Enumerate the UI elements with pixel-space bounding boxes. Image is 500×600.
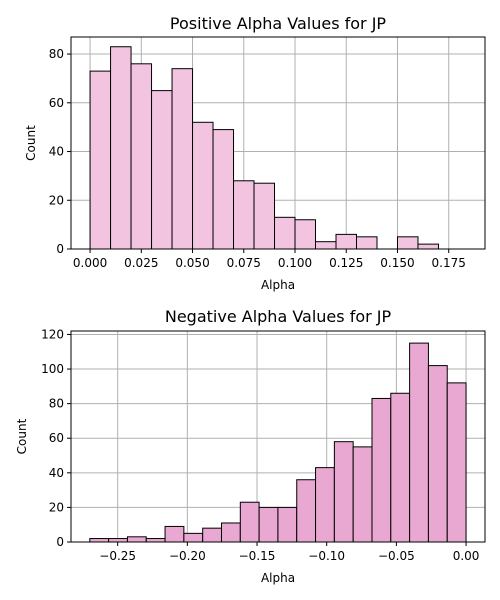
x-axis-label: Alpha bbox=[261, 571, 295, 585]
histogram-bar bbox=[145, 538, 166, 543]
histogram-bar bbox=[110, 46, 132, 250]
x-tick-label: 0.00 bbox=[453, 549, 480, 563]
histogram-bar bbox=[390, 392, 411, 543]
y-ticks: 0 20 40 60 80 100 120 bbox=[41, 327, 71, 549]
y-tick-label: 40 bbox=[49, 466, 64, 480]
histogram-bar bbox=[274, 216, 296, 250]
x-tick-label: 0.025 bbox=[124, 256, 158, 270]
x-tick-label: 0.100 bbox=[278, 256, 312, 270]
histogram-bar bbox=[427, 365, 448, 543]
y-tick-label: 20 bbox=[49, 193, 64, 207]
histogram-bar bbox=[89, 538, 110, 543]
bars bbox=[89, 342, 467, 543]
bars bbox=[89, 46, 439, 250]
histogram-bar bbox=[277, 506, 298, 543]
x-tick-label: 0.175 bbox=[432, 256, 466, 270]
x-tick-label: −0.20 bbox=[169, 549, 206, 563]
histogram-bar bbox=[220, 522, 241, 543]
histogram-bar bbox=[409, 342, 429, 543]
x-ticks: −0.25 −0.20 −0.15 −0.10 −0.05 0.00 bbox=[99, 542, 479, 563]
y-axis-label: Count bbox=[15, 418, 29, 454]
y-tick-label: 80 bbox=[49, 47, 64, 61]
x-tick-label: 0.150 bbox=[380, 256, 414, 270]
chart-title: Positive Alpha Values for JP bbox=[170, 14, 387, 33]
histogram-bar bbox=[183, 532, 204, 543]
x-tick-label: 0.050 bbox=[175, 256, 209, 270]
histogram-bar bbox=[352, 446, 373, 543]
x-tick-label: −0.15 bbox=[239, 549, 276, 563]
histogram-bar bbox=[212, 129, 235, 250]
plot-frame bbox=[70, 330, 486, 543]
histogram-bar bbox=[171, 68, 194, 250]
histogram-bar bbox=[333, 441, 354, 543]
x-tick-label: −0.25 bbox=[99, 549, 136, 563]
histogram-bar bbox=[164, 525, 185, 543]
histogram-bar bbox=[335, 233, 357, 250]
positive-alpha-histogram: 0.000 0.025 0.050 0.075 0.100 0.125 0.150 0.175… bbox=[24, 14, 486, 292]
histogram-bar bbox=[233, 180, 255, 250]
y-tick-label: 80 bbox=[49, 397, 64, 411]
x-tick-label: 0.075 bbox=[227, 256, 261, 270]
x-ticks: 0.000 0.025 0.050 0.075 0.100 0.125 0.150 0.175 bbox=[73, 249, 466, 270]
negative-alpha-histogram: −0.25 −0.20 −0.15 −0.10 −0.05 0.00 0 20 40 60 80 1… bbox=[15, 307, 486, 585]
histogram-bar bbox=[89, 70, 112, 250]
chart-title: Negative Alpha Values for JP bbox=[165, 307, 392, 326]
histogram-bar bbox=[315, 241, 337, 250]
x-tick-label: 0.125 bbox=[329, 256, 363, 270]
x-axis-label: Alpha bbox=[261, 278, 295, 292]
y-tick-label: 60 bbox=[49, 96, 64, 110]
y-tick-label: 60 bbox=[49, 431, 64, 445]
histogram-bar bbox=[202, 527, 222, 543]
y-tick-label: 0 bbox=[56, 242, 64, 256]
histogram-bar bbox=[239, 501, 260, 543]
y-tick-label: 40 bbox=[49, 145, 64, 159]
y-tick-label: 120 bbox=[41, 327, 64, 341]
histogram-bar bbox=[258, 506, 279, 543]
plot-frame bbox=[70, 36, 486, 250]
y-tick-label: 100 bbox=[41, 362, 64, 376]
x-tick-label: 0.000 bbox=[73, 256, 107, 270]
histogram-bar bbox=[296, 479, 317, 543]
histogram-bar bbox=[192, 121, 214, 250]
histogram-bar bbox=[294, 219, 317, 250]
y-axis-label: Count bbox=[24, 125, 38, 161]
histogram-bar bbox=[315, 467, 335, 543]
x-tick-label: −0.05 bbox=[378, 549, 415, 563]
histogram-bar bbox=[396, 236, 419, 250]
histogram-bar bbox=[417, 243, 439, 250]
y-ticks: 0 20 40 60 80 bbox=[49, 47, 71, 256]
histogram-bar bbox=[371, 397, 392, 543]
x-tick-label: −0.10 bbox=[308, 549, 345, 563]
y-tick-label: 20 bbox=[49, 500, 64, 514]
histogram-bar bbox=[151, 90, 173, 250]
histogram-bar bbox=[126, 536, 147, 543]
y-tick-label: 0 bbox=[56, 535, 64, 549]
histogram-bar bbox=[446, 382, 467, 543]
histogram-bar bbox=[130, 63, 153, 250]
histogram-bar bbox=[108, 538, 128, 543]
histogram-bar bbox=[355, 236, 378, 250]
histogram-bar bbox=[253, 182, 276, 250]
